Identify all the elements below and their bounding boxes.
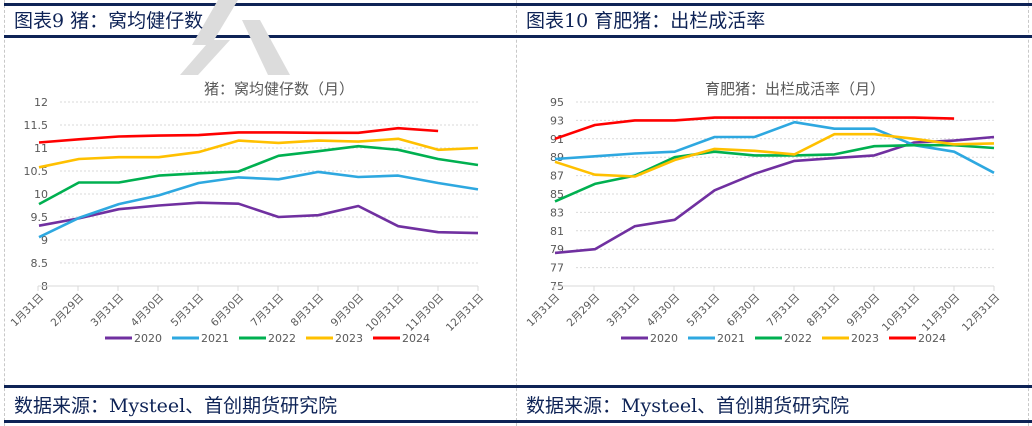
x-tick-label: 1月31日 [9, 292, 47, 330]
x-tick-label: 7月31日 [249, 292, 287, 330]
x-tick-label: 4月30日 [645, 292, 683, 330]
series-line-2020 [554, 135, 995, 255]
x-tick-label: 11月30日 [920, 292, 962, 334]
x-tick-label: 5月31日 [685, 292, 723, 330]
y-tick-label: 93 [550, 114, 564, 127]
watermark-logo [180, 0, 290, 75]
y-tick-label: 11.5 [24, 119, 49, 132]
x-tick-label: 12月31日 [444, 292, 486, 334]
series-line-2020 [38, 201, 479, 235]
legend-label: 2020 [650, 332, 678, 345]
series-line-2021 [38, 170, 479, 239]
x-tick-label: 10月31日 [364, 292, 406, 334]
panel-border-left [4, 0, 5, 426]
legend-label: 2023 [335, 332, 363, 345]
y-tick-label: 10 [34, 188, 48, 201]
series-line-2023 [38, 137, 479, 169]
y-tick-label: 12 [34, 96, 48, 109]
series-line-2024 [38, 126, 439, 144]
x-tick-label: 3月31日 [605, 292, 643, 330]
chart-title: 育肥猪：出栏成活率（月） [705, 80, 885, 98]
x-tick-label: 7月31日 [765, 292, 803, 330]
y-tick-label: 95 [550, 96, 564, 109]
x-tick-label: 11月30日 [404, 292, 446, 334]
x-tick-label: 9月30日 [329, 292, 367, 330]
y-tick-label: 9 [41, 234, 48, 247]
data-source-2: 数据来源：Mysteel、首创期货研究院 [526, 395, 850, 417]
y-tick-label: 9.5 [31, 211, 49, 224]
y-tick-label: 77 [550, 262, 564, 275]
x-tick-label: 9月30日 [845, 292, 883, 330]
x-tick-label: 8月31日 [805, 292, 843, 330]
chart-litter-size: 猪：窝均健仔数（月）88.599.51010.51111.5121月31日2月2… [9, 80, 487, 345]
header-bottom-rule [4, 35, 1032, 38]
x-tick-label: 2月29日 [49, 292, 87, 330]
y-tick-label: 79 [550, 243, 564, 256]
footer-top-rule [4, 385, 1032, 388]
legend-label: 2021 [201, 332, 229, 345]
y-tick-label: 81 [550, 225, 564, 238]
legend-label: 2021 [717, 332, 745, 345]
x-tick-label: 2月29日 [565, 292, 603, 330]
footer-bottom-rule [4, 420, 1032, 423]
x-tick-label: 12月31日 [960, 292, 1002, 334]
y-tick-label: 8.5 [31, 257, 49, 270]
series-line-2024 [554, 116, 955, 141]
panel-divider [516, 0, 517, 426]
series-line-2022 [38, 144, 479, 206]
x-tick-label: 5月31日 [169, 292, 207, 330]
legend-label: 2020 [134, 332, 162, 345]
panel-title-1: 图表9 猪：窝均健仔数 [14, 10, 204, 32]
series-line-2021 [554, 120, 995, 174]
x-tick-label: 3月31日 [89, 292, 127, 330]
y-tick-label: 11 [34, 142, 48, 155]
chart-title: 猪：窝均健仔数（月） [204, 80, 354, 98]
y-tick-label: 83 [550, 206, 564, 219]
legend-label: 2023 [851, 332, 879, 345]
legend-label: 2024 [402, 332, 430, 345]
x-tick-label: 10月31日 [880, 292, 922, 334]
y-tick-label: 87 [550, 170, 564, 183]
header-top-rule [4, 3, 1032, 6]
legend-label: 2024 [918, 332, 946, 345]
x-tick-label: 4月30日 [129, 292, 167, 330]
panel-title-2: 图表10 育肥猪：出栏成活率 [526, 10, 766, 32]
legend-label: 2022 [784, 332, 812, 345]
panel-border-right [1028, 0, 1029, 426]
legend-label: 2022 [268, 332, 296, 345]
x-tick-label: 6月30日 [209, 292, 247, 330]
y-tick-label: 10.5 [24, 165, 49, 178]
series-line-2023 [554, 132, 995, 178]
x-tick-label: 8月31日 [289, 292, 327, 330]
x-tick-label: 1月31日 [525, 292, 563, 330]
x-tick-label: 6月30日 [725, 292, 763, 330]
data-source-1: 数据来源：Mysteel、首创期货研究院 [14, 395, 338, 417]
